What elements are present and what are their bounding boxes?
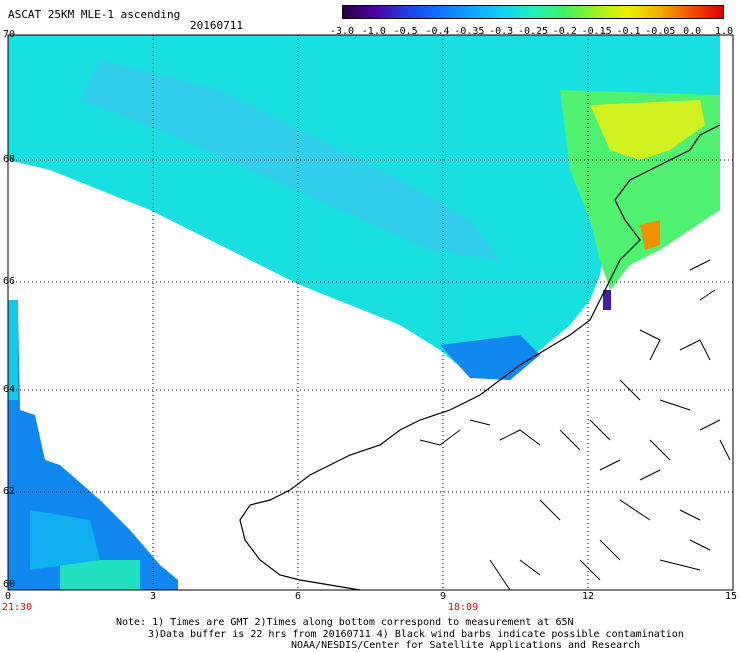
swath-purple-spot [603,290,611,310]
swath-lower-left-cyan [8,300,18,400]
lat-grid [8,159,733,493]
lat-label: 66 [3,276,16,287]
swath-blue-band [80,60,500,260]
legend-tick-label: 1.0 [714,26,734,37]
swath-lower-left-teal [60,560,140,590]
lon-label: 12 [581,591,595,602]
lat-label: 70 [3,29,16,40]
lat-label: 64 [3,384,16,395]
legend-tick-label: 0.0 [683,26,702,37]
legend-tick-label: -0.5 [393,26,418,37]
coast-islands-1 [419,419,711,571]
legend-tick-label: -0.05 [645,26,676,37]
map-title: ASCAT 25KM MLE-1 ascending [8,8,181,21]
lat-label: 60 [3,579,16,590]
legend-tick-label: -0.35 [454,26,485,37]
map-frame [7,34,734,591]
lon-label: 0 [4,591,12,602]
note-line-2: 3)Data buffer is 22 hrs from 20160711 4)… [148,629,684,640]
legend-tick-label: -1.0 [361,26,386,37]
lon-label: 3 [149,591,157,602]
legend-tick-label: -0.25 [517,26,549,37]
lon-label: 15 [724,591,738,602]
norway-coastline [239,124,721,591]
lat-label: 62 [3,486,16,497]
swath-orange-spot [640,220,660,250]
time-label-mid: 18:09 [448,602,479,613]
legend-tick-label: -0.3 [489,26,514,37]
map-date: 20160711 [190,19,243,32]
legend-tick-label: -0.15 [581,26,612,37]
legend-tick-label: -0.2 [552,26,577,37]
lon-grid [152,35,589,590]
lon-label: 9 [439,591,447,602]
swath-yellow-east [590,100,705,160]
legend-tick-label: -3.0 [329,26,355,37]
note-line-1: Note: 1) Times are GMT 2)Times along bot… [116,617,574,628]
coast-islands-2 [489,259,731,591]
lat-label: 68 [3,154,16,165]
lon-label: 6 [294,591,302,602]
time-label-start: 21:30 [2,602,33,613]
legend-tick-label: -0.1 [616,26,641,37]
color-legend-bar [342,5,724,19]
swath-blue-patch [30,510,100,570]
note-line-3: NOAA/NESDIS/Center for Satellite Applica… [291,640,641,651]
legend-tick-label: -0.4 [425,26,450,37]
